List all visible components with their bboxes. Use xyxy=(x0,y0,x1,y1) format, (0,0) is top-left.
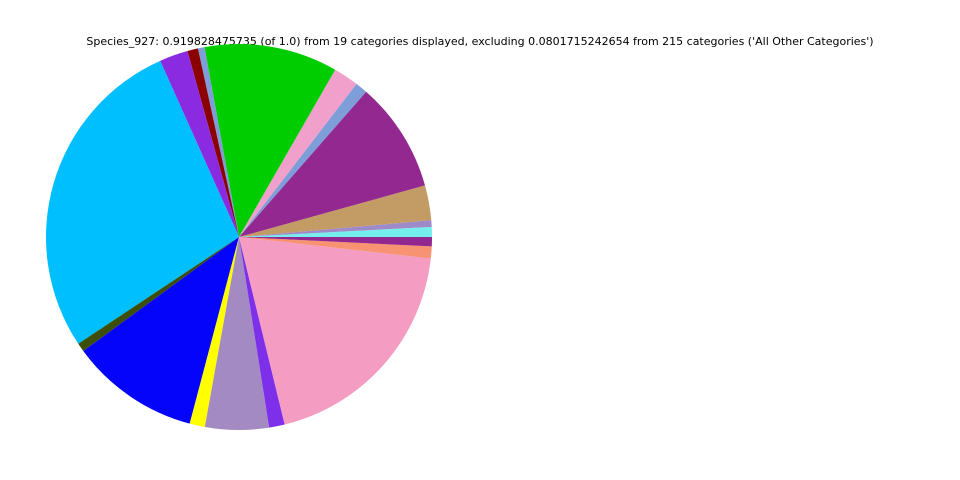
pie-slice-cornflower-b xyxy=(197,47,239,237)
pie-slice-green xyxy=(204,43,336,237)
pie-slice-deep-sky-blue xyxy=(46,60,239,344)
pie-slice-lavender-sliver xyxy=(239,220,432,237)
pie-slice-pink-large xyxy=(239,237,431,425)
pie-slice-gray-purple xyxy=(204,237,270,430)
pie-slice-violet-sliver xyxy=(239,237,285,428)
pie-slice-blue xyxy=(83,237,239,424)
pie-slice-dark-olive xyxy=(78,237,239,351)
pie-slice-cornflower-a xyxy=(239,83,367,237)
chart-title: Species_927: 0.919828475735 (of 1.0) fro… xyxy=(86,35,874,48)
pie-slice-tan xyxy=(239,185,432,237)
pie-slice-purple xyxy=(239,91,425,237)
pie-slice-blue-violet xyxy=(160,51,239,237)
pie-slice-salmon xyxy=(239,237,432,259)
pie-slice-pink-small xyxy=(239,69,357,237)
pie-slice-dark-magenta xyxy=(239,237,432,247)
pie-chart xyxy=(46,43,432,430)
pie-slice-cyan xyxy=(239,226,432,237)
pie-slice-yellow xyxy=(189,237,239,427)
pie-slice-dark-red xyxy=(187,48,239,238)
